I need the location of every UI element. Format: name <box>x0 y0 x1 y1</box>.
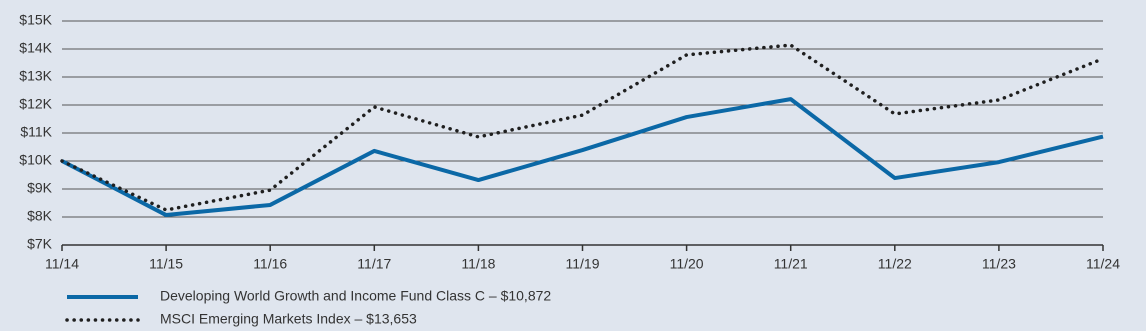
y-tick-label: $12K <box>19 96 52 112</box>
index-line <box>60 43 1105 212</box>
fund-line <box>61 97 1104 218</box>
y-tick-label: $8K <box>27 208 53 224</box>
y-tick-label: $9K <box>27 180 53 196</box>
x-tick-label: 11/19 <box>566 256 600 272</box>
y-tick-label: $14K <box>19 40 52 56</box>
x-tick-label: 11/20 <box>670 256 704 272</box>
y-tick-label: $7K <box>27 236 53 252</box>
x-tick-label: 11/17 <box>357 256 391 272</box>
x-tick-label: 11/18 <box>461 256 495 272</box>
x-tick-label: 11/15 <box>149 256 183 272</box>
x-tick-label: 11/24 <box>1086 256 1120 272</box>
x-tick-label: 11/14 <box>45 256 79 272</box>
x-tick-label: 11/22 <box>878 256 912 272</box>
x-tick-label: 11/23 <box>982 256 1016 272</box>
y-tick-label: $10K <box>19 152 52 168</box>
x-tick-label: 11/16 <box>253 256 287 272</box>
legend-label: MSCI Emerging Markets Index – $13,653 <box>160 311 417 327</box>
y-tick-label: $11K <box>20 124 52 140</box>
y-tick-label: $13K <box>19 68 52 84</box>
legend-label: Developing World Growth and Income Fund … <box>160 288 551 304</box>
x-tick-label: 11/21 <box>774 256 808 272</box>
y-tick-label: $15K <box>19 12 52 28</box>
